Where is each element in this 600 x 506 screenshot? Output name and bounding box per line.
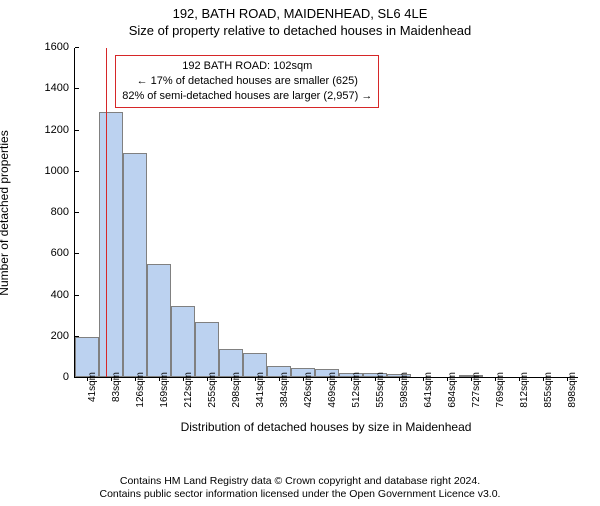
x-tick: 812sqm <box>519 372 530 408</box>
x-tick: 512sqm <box>351 372 362 408</box>
bar <box>75 337 98 377</box>
footer: Contains HM Land Registry data © Crown c… <box>0 475 600 502</box>
y-tick: 1200 <box>45 124 75 136</box>
x-tick: 384sqm <box>279 372 290 408</box>
x-tick: 469sqm <box>327 372 338 408</box>
marker-line <box>106 48 107 377</box>
y-tick: 200 <box>51 330 75 342</box>
y-tick: 800 <box>51 206 75 218</box>
bar <box>99 112 122 377</box>
x-tick: 727sqm <box>471 372 482 408</box>
x-tick: 83sqm <box>111 372 122 402</box>
x-axis-label: Distribution of detached houses by size … <box>74 420 578 480</box>
x-tick: 341sqm <box>255 372 266 408</box>
plot-area: 192 BATH ROAD: 102sqm ← 17% of detached … <box>74 48 578 378</box>
x-tick: 769sqm <box>495 372 506 408</box>
x-tick: 212sqm <box>183 372 194 408</box>
x-tick: 855sqm <box>543 372 554 408</box>
x-tick: 555sqm <box>375 372 386 408</box>
x-tick: 255sqm <box>207 372 218 408</box>
y-tick: 1600 <box>45 41 75 53</box>
x-tick: 598sqm <box>399 372 410 408</box>
bar <box>195 322 218 377</box>
y-tick: 0 <box>63 371 75 383</box>
info-box-line1: 192 BATH ROAD: 102sqm <box>122 59 372 74</box>
x-tick: 426sqm <box>303 372 314 408</box>
info-box-line3: 82% of semi-detached houses are larger (… <box>122 89 372 104</box>
bar <box>147 264 170 377</box>
x-tick: 41sqm <box>87 372 98 402</box>
info-box-line2: ← 17% of detached houses are smaller (62… <box>122 74 372 89</box>
y-tick: 1000 <box>45 165 75 177</box>
y-tick: 600 <box>51 247 75 259</box>
y-axis-label: Number of detached properties <box>0 130 11 295</box>
bar <box>171 306 194 377</box>
x-tick: 298sqm <box>231 372 242 408</box>
x-tick: 126sqm <box>135 372 146 408</box>
title-subtitle: Size of property relative to detached ho… <box>0 23 600 38</box>
title-address: 192, BATH ROAD, MAIDENHEAD, SL6 4LE <box>0 6 600 21</box>
info-box: 192 BATH ROAD: 102sqm ← 17% of detached … <box>115 55 379 108</box>
bar <box>123 153 146 377</box>
x-tick: 684sqm <box>447 372 458 408</box>
x-tick: 641sqm <box>423 372 434 408</box>
y-tick: 400 <box>51 289 75 301</box>
x-tick: 169sqm <box>159 372 170 408</box>
x-tick: 898sqm <box>567 372 578 408</box>
footer-line1: Contains HM Land Registry data © Crown c… <box>0 475 600 489</box>
chart-container: Number of detached properties 192 BATH R… <box>48 48 578 428</box>
y-tick: 1400 <box>45 82 75 94</box>
